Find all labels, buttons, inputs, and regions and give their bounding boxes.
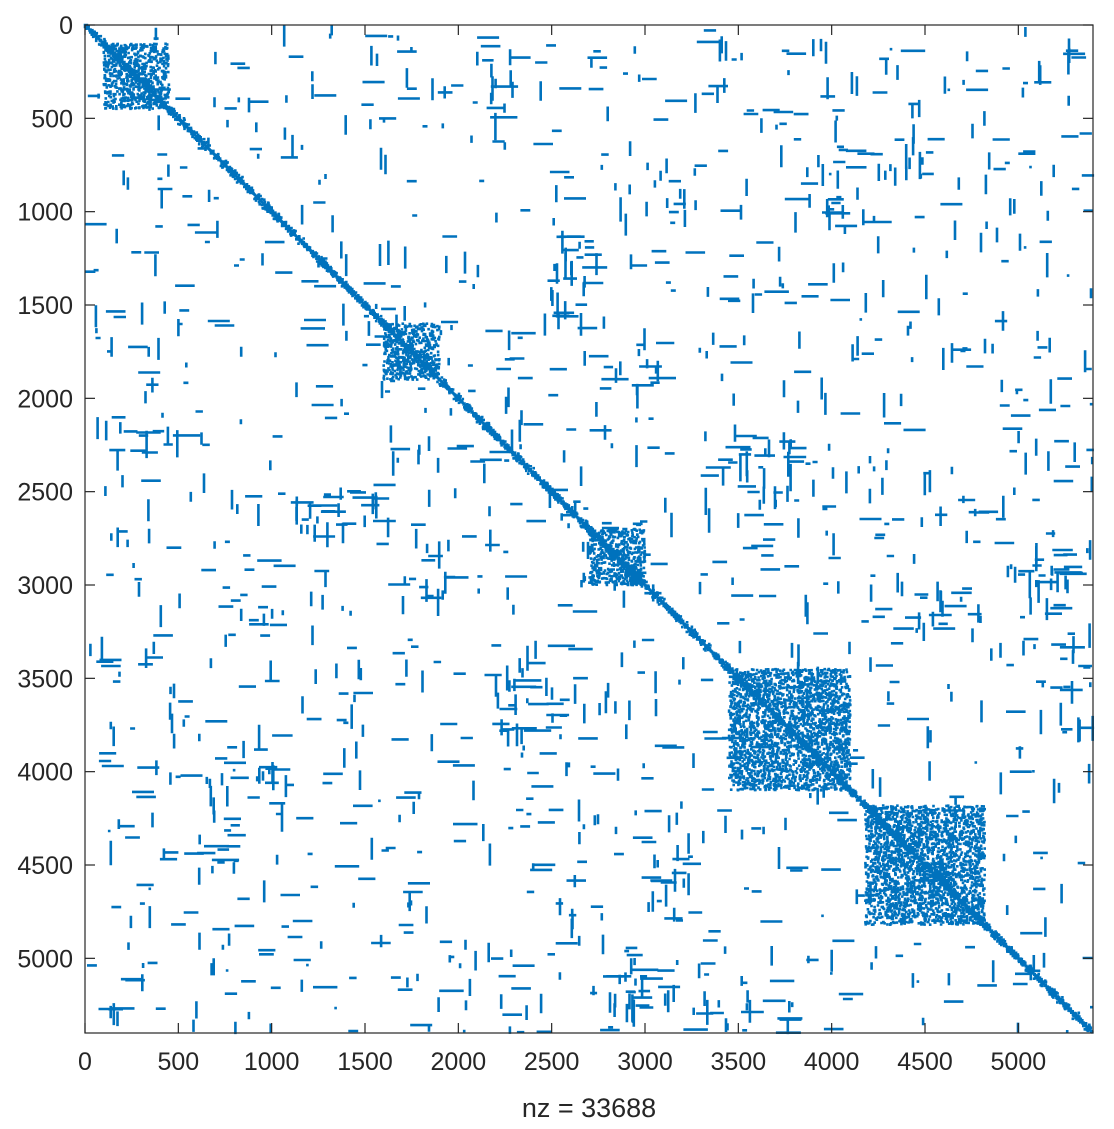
y-tick-label: 3500 [17, 665, 73, 693]
y-axis: 0 500 1000 1500 2000 2500 3000 3500 4000 4500 5000 [17, 12, 1093, 973]
y-tick-label: 4500 [17, 852, 73, 880]
y-tick-label: 0 [59, 12, 73, 40]
x-tick-label: 500 [157, 1048, 199, 1076]
x-tick-label: 1000 [244, 1048, 300, 1076]
y-tick-label: 2500 [17, 479, 73, 507]
nonzero-marker-path [83, 23, 1095, 1035]
x-tick-label: 3500 [711, 1048, 767, 1076]
x-axis-label: nz = 33688 [522, 1093, 656, 1123]
x-tick-label: 4500 [897, 1048, 953, 1076]
y-tick-label: 1500 [17, 292, 73, 320]
y-tick-label: 4000 [17, 759, 73, 787]
x-tick-label: 3000 [617, 1048, 673, 1076]
y-tick-label: 5000 [17, 945, 73, 973]
nonzero-markers [83, 23, 1095, 1035]
x-tick-label: 1500 [337, 1048, 393, 1076]
y-tick-label: 1000 [17, 199, 73, 227]
axes-frame [84, 24, 1094, 1034]
y-tick-label: 500 [31, 105, 73, 133]
y-tick-label: 2000 [17, 385, 73, 413]
x-tick-label: 5000 [991, 1048, 1047, 1076]
x-tick-label: 4000 [804, 1048, 860, 1076]
x-tick-label: 2500 [524, 1048, 580, 1076]
y-tick-label: 3000 [17, 572, 73, 600]
x-tick-label: 2000 [431, 1048, 487, 1076]
x-tick-label: 0 [78, 1048, 92, 1076]
x-axis: 0 500 1000 1500 2000 2500 3000 3500 4000 4500 5000 [78, 25, 1046, 1076]
